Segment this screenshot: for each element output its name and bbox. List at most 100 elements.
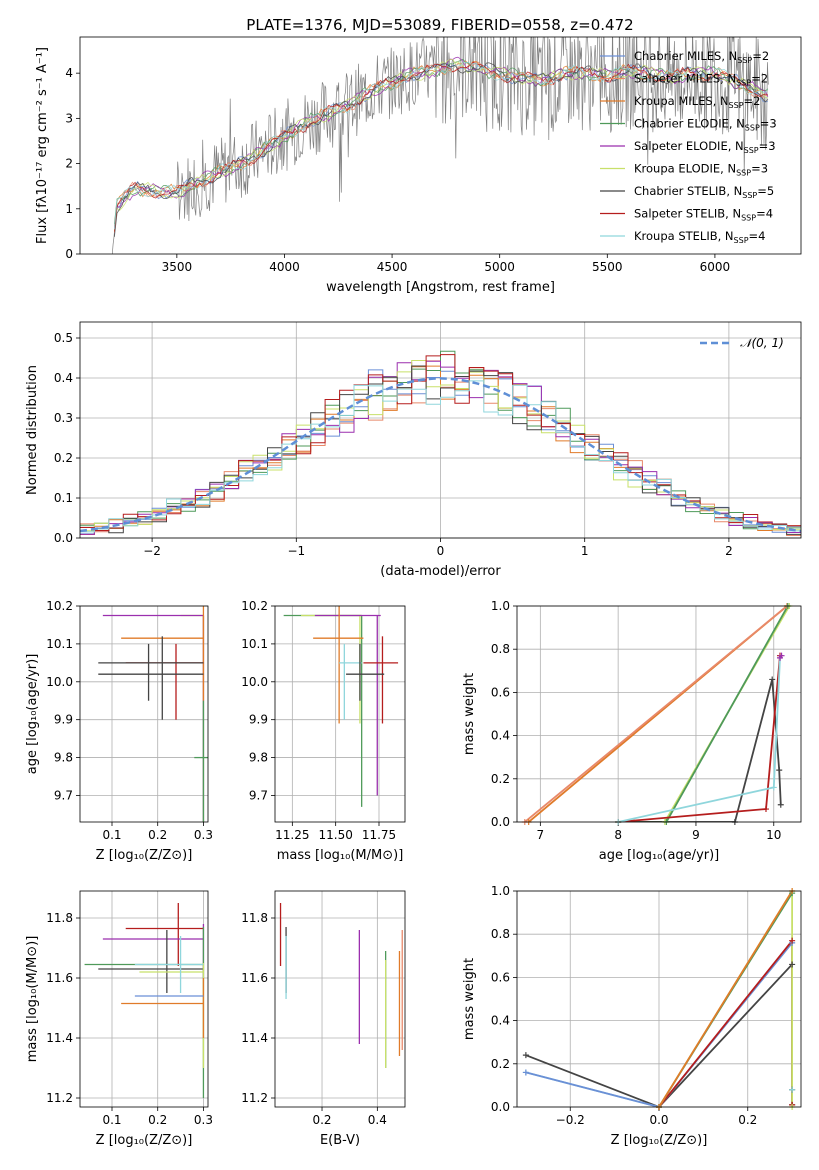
spectrum-x-tick-label: 6000	[700, 260, 731, 274]
age_vs_Z-frame	[79, 605, 209, 823]
residual-histogram	[80, 365, 801, 535]
mass_weight_vs_age-y-tick-label: 0.6	[491, 685, 510, 699]
mass_weight_vs_age-x-tick-label: 7	[537, 828, 545, 842]
mass_weight_vs_Z-marker	[789, 937, 796, 944]
mass_weight_vs_Z-marker	[789, 1086, 796, 1093]
legend-entry-label: Kroupa ELODIE, NSSP=3	[634, 162, 768, 178]
legend-entry-name: Kroupa MILES, N	[634, 94, 729, 108]
residuals-y-tick-label: 0.1	[54, 491, 73, 505]
legend-entry-subscript: SSP	[736, 79, 751, 88]
residuals-x-tick-label: 0	[437, 544, 445, 558]
spectrum-data-line	[111, 37, 769, 254]
mass_weight_vs_age-x-tick-label: 9	[692, 828, 700, 842]
legend-entry-count: =3	[760, 117, 777, 131]
mass_weight_vs_age-y-tick-label: 0.0	[491, 815, 510, 829]
mass_weight_vs_Z-marker	[522, 1052, 529, 1059]
legend-entry-name: Chabrier MILES, N	[634, 49, 737, 63]
residuals-x-tick-label: −2	[143, 544, 161, 558]
residuals-frame	[79, 321, 802, 539]
age_vs_mass-plot-area	[275, 606, 405, 822]
residuals-chart: −2 −1 0 1 2 0.0 0.1 0.2 0.3 0.4 0.5 (data-model)/er…	[25, 321, 802, 579]
mass_weight_vs_age-x-axis-label: age [log₁₀(age/yr)]	[599, 848, 720, 863]
residuals-y-tick-label: 0.2	[54, 451, 73, 465]
mass_weight_vs_Z-marker	[522, 1069, 529, 1076]
mass_weight_vs_age-y-tick-label: 0.2	[491, 772, 510, 786]
mass_vs_ebv-plot-area	[275, 891, 405, 1107]
legend-entry-subscript: SSP	[734, 236, 749, 245]
spectrum-y-tick-label: 1	[65, 202, 73, 216]
age_vs_Z-y-tick-label: 9.7	[54, 788, 73, 802]
spectrum-x-tick-label: 5500	[592, 260, 623, 274]
mass_vs_Z-y-tick-label: 11.4	[46, 1031, 73, 1045]
legend-entry-subscript: SSP	[736, 169, 751, 178]
age_vs_Z-x-tick-label: 0.1	[102, 828, 121, 842]
legend-entry-subscript: SSP	[729, 101, 744, 110]
normal-curve	[80, 377, 801, 533]
spectrum-model-line	[114, 62, 769, 237]
legend-entry-count: =4	[749, 229, 766, 243]
mass_vs_Z-y-tick-label: 11.6	[46, 971, 73, 985]
legend-entry-label: Chabrier ELODIE, NSSP=3	[634, 117, 777, 133]
age_vs_Z-y-tick-label: 10.1	[46, 637, 73, 651]
mass_weight_vs_age-marker	[776, 767, 783, 774]
mass_vs_ebv-y-tick-label: 11.4	[241, 1031, 268, 1045]
mass_weight_vs_age-y-axis-label: mass weight	[462, 673, 477, 755]
mass_vs_Z-series	[84, 903, 205, 1098]
legend-entry-label: Kroupa STELIB, NSSP=4	[634, 229, 765, 245]
mass_weight_vs_age-frame	[516, 605, 802, 823]
residual-histogram	[80, 354, 801, 531]
spectrum-frame	[79, 36, 802, 255]
mass_vs_Z-chart: 0.1 0.2 0.3 11.2 11.4 11.6 11.8 Z [log₁₀(Z/Z⊙)]…	[25, 890, 213, 1148]
age_vs_mass-y-tick-label: 9.8	[249, 751, 268, 765]
mass_weight_vs_age-series-line	[618, 606, 789, 822]
residuals-series	[80, 350, 801, 536]
residuals-x-axis-label: (data-model)/error	[380, 564, 501, 579]
legend-entry-count: =2	[752, 49, 769, 63]
legend-entry-name: Kroupa STELIB, N	[634, 229, 734, 243]
spectrum-y-tick-label: 2	[65, 157, 73, 171]
mass_weight_vs_age-y-tick-label: 0.4	[491, 729, 510, 743]
age_vs_mass-grid	[275, 605, 405, 822]
residual-legend-label: 𝒩(0, 1)	[740, 336, 784, 350]
spectrum-y-tick-label: 0	[65, 247, 73, 261]
residuals-x-tick-label: −1	[287, 544, 305, 558]
mass_vs_ebv-y-tick-label: 11.2	[241, 1091, 268, 1105]
mass_weight_vs_Z-y-tick-label: 0.4	[491, 1014, 510, 1028]
legend-entry-label: Chabrier MILES, NSSP=2	[634, 49, 769, 65]
legend-entry-label: Salpeter ELODIE, NSSP=3	[634, 139, 776, 155]
age_vs_mass-y-tick-label: 9.7	[249, 788, 268, 802]
mass_weight_vs_age-marker	[778, 652, 785, 659]
mass_weight_vs_age-y-tick-label: 0.8	[491, 642, 510, 656]
age_vs_Z-y-tick-label: 9.8	[54, 751, 73, 765]
spectrum-x-tick-label: 4000	[269, 260, 300, 274]
mass_vs_Z-y-tick-label: 11.8	[46, 911, 73, 925]
age_vs_mass-x-tick-label: 11.75	[362, 828, 396, 842]
residuals-y-tick-label: 0.5	[54, 331, 73, 345]
age_vs_Z-y-tick-label: 10.0	[46, 675, 73, 689]
residuals-y-tick-label: 0.4	[54, 371, 73, 385]
mass_weight_vs_Z-y-axis-label: mass weight	[462, 958, 477, 1040]
age_vs_Z-x-tick-label: 0.2	[148, 828, 167, 842]
spectrum-model-line	[114, 61, 769, 230]
mass_weight_vs_Z-series-line	[658, 891, 793, 1107]
age_vs_mass-x-tick-label: 11.25	[275, 828, 309, 842]
spectrum-y-axis-label: Flux [fλ10⁻¹⁷ erg cm⁻² s⁻¹ A⁻¹]	[35, 47, 50, 244]
mass_vs_Z-frame	[79, 890, 209, 1108]
mass_weight_vs_age-x-tick-label: 8	[614, 828, 622, 842]
residuals-y-axis-label: Normed distribution	[25, 365, 40, 495]
mass_vs_Z-x-axis-label: Z [log₁₀(Z/Z⊙)]	[96, 1133, 193, 1148]
mass_vs_ebv-frame	[274, 890, 406, 1108]
mass_weight_vs_age-y-tick-label: 1.0	[491, 599, 510, 613]
legend-entry-label: Salpeter MILES, NSSP=2	[634, 72, 768, 88]
mass_weight_vs_Z-y-tick-label: 0.0	[491, 1100, 510, 1114]
spectrum-x-tick-label: 4500	[377, 260, 408, 274]
spectrum-series	[111, 37, 769, 254]
age_vs_Z-chart: 0.1 0.2 0.3 9.7 9.8 9.9 10.0 10.1 10.2 Z [log₁₀(Z…	[25, 599, 213, 863]
legend-entry-subscript: SSP	[737, 56, 752, 65]
mass_weight_vs_Z-frame	[516, 890, 802, 1108]
age_vs_mass-y-tick-label: 9.9	[249, 713, 268, 727]
mass_weight_vs_age-marker	[777, 801, 784, 808]
residuals-y-tick-label: 0.3	[54, 411, 73, 425]
age_vs_mass-x-tick-label: 11.50	[318, 828, 352, 842]
age_vs_Z-series	[98, 606, 208, 822]
